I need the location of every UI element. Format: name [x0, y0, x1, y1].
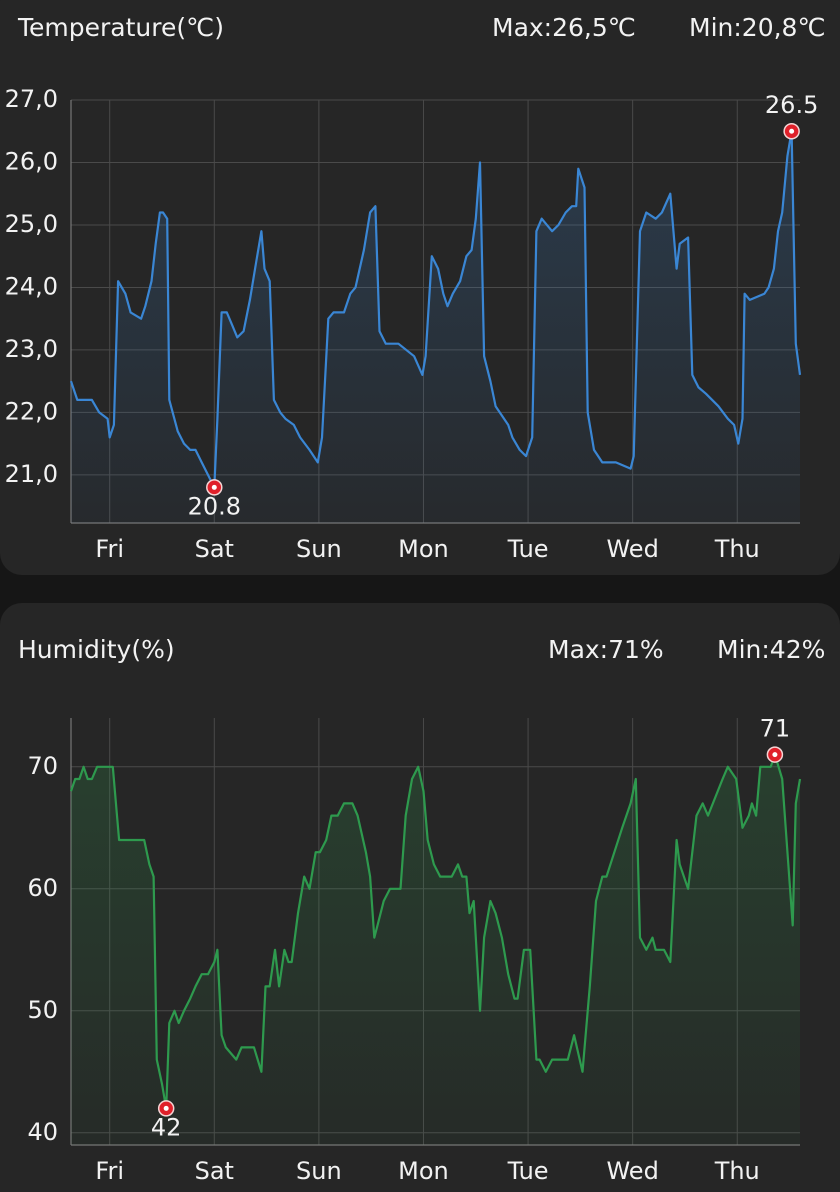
x-tick-label: Thu	[714, 1157, 760, 1185]
y-tick-label: 70	[27, 752, 58, 780]
data-label: 20.8	[188, 492, 241, 520]
x-tick-label: Sat	[195, 535, 234, 563]
chart-title: Humidity(%)	[18, 635, 175, 664]
marker-dot	[772, 752, 778, 758]
x-tick-label: Mon	[398, 1157, 449, 1185]
y-tick-label: 21,0	[5, 460, 58, 488]
min-label: Min:20,8℃	[689, 13, 826, 42]
min-label: Min:42%	[717, 635, 825, 664]
y-tick-label: 23,0	[5, 335, 58, 363]
y-tick-label: 26,0	[5, 147, 58, 175]
data-label: 71	[760, 715, 791, 743]
y-tick-label: 24,0	[5, 272, 58, 300]
y-tick-label: 22,0	[5, 397, 58, 425]
y-tick-label: 50	[27, 996, 58, 1024]
max-label: Max:71%	[548, 635, 664, 664]
line	[69, 753, 802, 1110]
x-tick-label: Tue	[507, 1157, 549, 1185]
y-tick-label: 60	[27, 874, 58, 902]
y-tick-label: 40	[27, 1118, 58, 1146]
x-tick-label: Fri	[95, 1157, 124, 1185]
max-label: Max:26,5℃	[492, 13, 636, 42]
marker-dot	[211, 484, 217, 490]
area	[71, 131, 800, 523]
data-label: 26.5	[765, 91, 818, 119]
x-tick-label: Fri	[95, 535, 124, 563]
x-tick-label: Wed	[606, 1157, 658, 1185]
y-tick-label: 25,0	[5, 210, 58, 238]
data-label: 42	[151, 1113, 182, 1141]
x-tick-label: Thu	[714, 535, 760, 563]
x-tick-label: Wed	[606, 535, 658, 563]
line	[69, 130, 802, 489]
x-tick-label: Tue	[507, 535, 549, 563]
x-tick-label: Mon	[398, 535, 449, 563]
marker-dot	[163, 1105, 169, 1111]
chart-title: Temperature(℃)	[17, 13, 224, 42]
x-tick-label: Sat	[195, 1157, 234, 1185]
x-tick-label: Sun	[296, 1157, 342, 1185]
y-tick-label: 27,0	[5, 85, 58, 113]
marker-dot	[789, 128, 795, 134]
x-tick-label: Sun	[296, 535, 342, 563]
